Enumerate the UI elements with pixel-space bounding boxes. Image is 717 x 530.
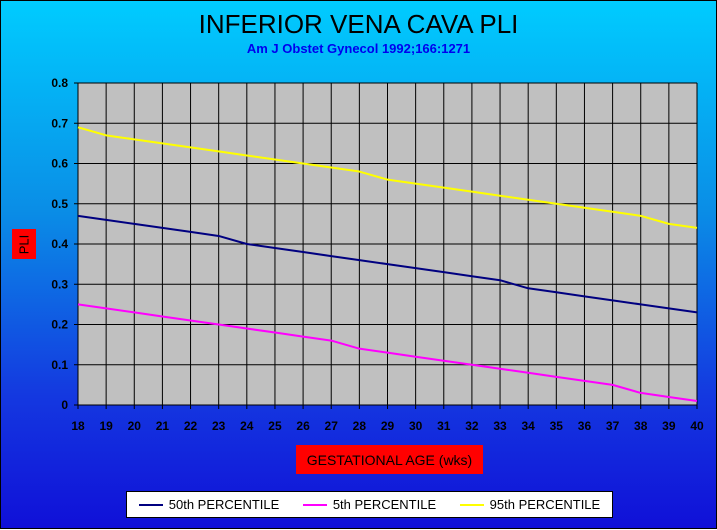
y-tick-label: 0.2	[51, 318, 68, 332]
y-tick-label: 0.6	[51, 157, 68, 171]
y-tick-label: 0.4	[51, 237, 68, 251]
chart-subtitle: Am J Obstet Gynecol 1992;166:1271	[246, 41, 471, 56]
x-tick-label: 35	[550, 419, 564, 433]
y-tick-label: 0.1	[51, 358, 68, 372]
x-axis-label-box: GESTATIONAL AGE (wks)	[296, 445, 483, 474]
y-tick-label: 0	[61, 398, 68, 412]
legend-label-95th: 95th PERCENTILE	[489, 497, 601, 512]
legend-swatch-95th	[459, 503, 484, 506]
x-tick-label: 33	[493, 419, 507, 433]
x-tick-label: 19	[99, 419, 113, 433]
y-tick-label: 0.7	[51, 116, 68, 130]
x-tick-label: 22	[184, 419, 198, 433]
x-tick-label: 26	[296, 419, 310, 433]
x-tick-label: 25	[268, 419, 282, 433]
x-tick-label: 40	[690, 419, 704, 433]
x-tick-label: 39	[662, 419, 676, 433]
legend-item-50th: 50th PERCENTILE	[138, 497, 280, 512]
x-tick-label: 18	[71, 419, 85, 433]
legend-item-95th: 95th PERCENTILE	[459, 497, 601, 512]
x-tick-label: 28	[353, 419, 367, 433]
x-tick-label: 38	[634, 419, 648, 433]
series-line-1	[77, 303, 698, 402]
y-tick-label: 0.5	[51, 197, 68, 211]
x-tick-label: 37	[606, 419, 620, 433]
x-tick-label: 31	[437, 419, 451, 433]
x-tick-label: 24	[240, 419, 254, 433]
series-line-0	[77, 214, 698, 314]
x-tick-label: 23	[212, 419, 226, 433]
legend-swatch-5th	[302, 503, 327, 506]
x-tick-label: 36	[578, 419, 592, 433]
x-tick-label: 27	[325, 419, 339, 433]
legend-swatch-50th	[138, 503, 163, 506]
series-line-2	[77, 126, 698, 229]
x-tick-label: 30	[409, 419, 423, 433]
x-tick-label: 20	[128, 419, 142, 433]
x-axis-label: GESTATIONAL AGE (wks)	[306, 451, 473, 468]
legend-label-5th: 5th PERCENTILE	[332, 497, 437, 512]
legend: 50th PERCENTILE 5th PERCENTILE 95th PERC…	[126, 491, 613, 518]
x-tick-label: 32	[465, 419, 479, 433]
y-axis-label: PLI	[16, 234, 32, 254]
legend-label-50th: 50th PERCENTILE	[168, 497, 280, 512]
y-axis-label-box: PLI	[12, 229, 36, 259]
y-tick-label: 0.3	[51, 277, 68, 291]
x-tick-label: 34	[522, 419, 536, 433]
y-tick-label: 0.8	[51, 76, 68, 90]
x-tick-label: 29	[381, 419, 395, 433]
x-tick-label: 21	[156, 419, 170, 433]
legend-item-5th: 5th PERCENTILE	[302, 497, 437, 512]
chart-title: INFERIOR VENA CAVA PLI	[198, 9, 519, 39]
